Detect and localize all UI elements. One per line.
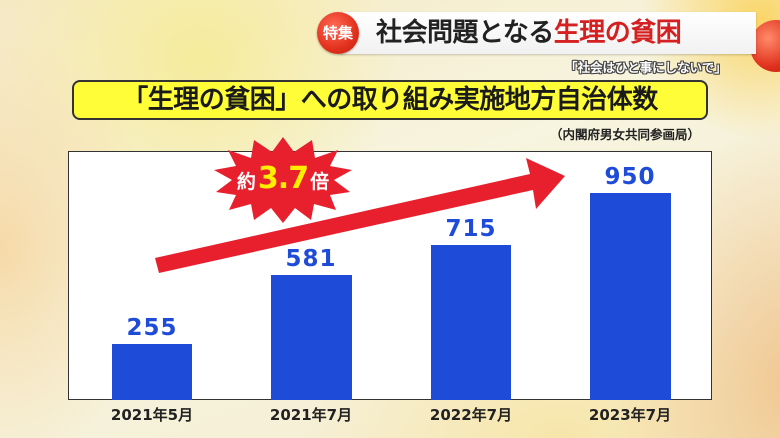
bar-2022-07 bbox=[431, 245, 511, 400]
bar-2021-05 bbox=[112, 344, 192, 400]
subtitle: 「社会はひと事にしないで」 bbox=[565, 60, 727, 75]
growth-arrow-icon bbox=[155, 158, 565, 273]
x-axis-label: 2023年7月 bbox=[588, 406, 672, 424]
value-label: 581 bbox=[285, 246, 337, 272]
value-label: 715 bbox=[445, 216, 497, 242]
title-banner bbox=[338, 12, 756, 54]
title-highlight: 生理の貧困 bbox=[553, 18, 682, 48]
callout-suffix: 倍 bbox=[310, 171, 330, 193]
x-axis-label: 2021年5月 bbox=[110, 406, 194, 424]
bar-2021-07 bbox=[271, 275, 352, 400]
chart-heading: 「生理の貧困」への取り組み実施地方自治体数 bbox=[72, 80, 708, 120]
starburst-icon bbox=[214, 137, 352, 223]
value-label: 255 bbox=[126, 315, 178, 341]
feature-badge: 特集 bbox=[317, 12, 359, 54]
growth-callout: 約3.7 倍 bbox=[218, 161, 348, 196]
bar-2023-07 bbox=[590, 193, 671, 400]
title-main: 社会問題となる bbox=[376, 18, 554, 48]
x-axis-label: 2021年7月 bbox=[269, 406, 353, 424]
callout-prefix: 約 bbox=[236, 171, 256, 193]
source-note: （内閣府男女共同参画局） bbox=[549, 127, 700, 142]
value-label: 950 bbox=[604, 164, 656, 190]
page-title: 社会問題となる生理の貧困 bbox=[376, 12, 682, 54]
x-axis-label: 2022年7月 bbox=[429, 406, 513, 424]
callout-number: 3.7 bbox=[257, 161, 309, 196]
